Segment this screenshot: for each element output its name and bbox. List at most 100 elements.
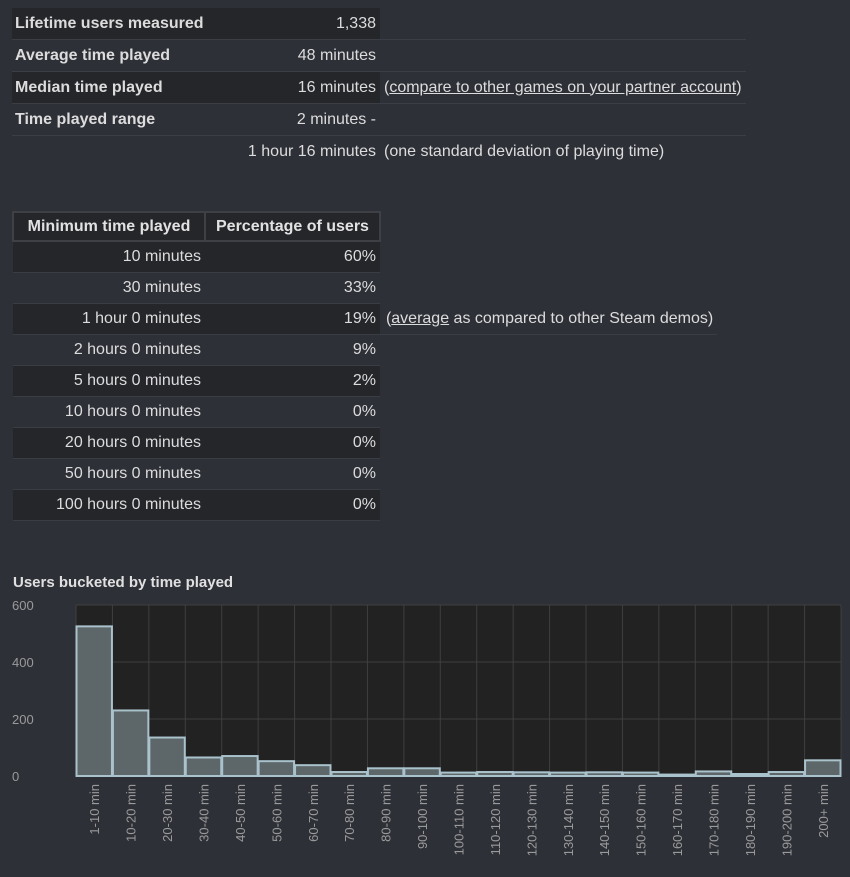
note-open: ( bbox=[384, 78, 390, 96]
percentage-cell: 0% bbox=[205, 458, 380, 490]
min-time-cell: 10 minutes bbox=[13, 241, 205, 273]
x-tick-label: 70-80 min bbox=[342, 784, 357, 842]
x-tick-label: 160-170 min bbox=[670, 784, 685, 856]
summary-label: Median time played bbox=[12, 71, 242, 104]
summary-value: 16 minutes bbox=[242, 71, 380, 104]
x-tick-label: 10-20 min bbox=[124, 784, 139, 842]
percentage-cell: 0% bbox=[205, 427, 380, 459]
x-tick-label: 130-140 min bbox=[561, 784, 576, 856]
bar-110-120-min bbox=[476, 771, 514, 777]
summary-label: Time played range bbox=[12, 103, 242, 136]
x-tick-label: 180-190 min bbox=[743, 784, 758, 856]
bar-60-70-min bbox=[294, 764, 332, 777]
bar-190-200-min bbox=[767, 771, 806, 777]
x-tick-label: 1-10 min bbox=[87, 784, 102, 835]
bar-20-30-min bbox=[148, 736, 186, 777]
table-row: 5 hours 0 minutes 2% bbox=[13, 365, 717, 397]
summary-row: Lifetime users measured 1,338 bbox=[12, 8, 746, 40]
percentage-cell: 33% bbox=[205, 272, 380, 304]
x-tick-label: 190-200 min bbox=[779, 784, 794, 856]
y-tick-label: 600 bbox=[12, 598, 34, 613]
percentage-cell: 19% bbox=[205, 303, 380, 335]
bar-100-110-min bbox=[439, 771, 478, 778]
table-row: 100 hours 0 minutes 0% bbox=[13, 489, 717, 521]
summary-row: Median time played 16 minutes (compare t… bbox=[12, 71, 746, 104]
percentage-cell: 0% bbox=[205, 489, 380, 521]
bar-150-160-min bbox=[621, 771, 660, 778]
summary-value: 48 minutes bbox=[242, 39, 380, 72]
table-row: 2 hours 0 minutes 9% bbox=[13, 334, 717, 366]
x-tick-label: 60-70 min bbox=[306, 784, 321, 842]
x-tick-label: 40-50 min bbox=[233, 784, 248, 842]
table-row: 1 hour 0 minutes 19% (average as compare… bbox=[13, 303, 718, 335]
y-tick-label: 400 bbox=[12, 655, 34, 670]
y-tick-label: 200 bbox=[12, 712, 34, 727]
summary-row: Average time played 48 minutes bbox=[12, 39, 746, 72]
bar-50-60-min bbox=[257, 760, 296, 777]
table-row: 10 hours 0 minutes 0% bbox=[13, 396, 717, 428]
summary-note bbox=[380, 39, 746, 72]
min-time-cell: 30 minutes bbox=[13, 272, 205, 304]
x-tick-label: 150-160 min bbox=[634, 784, 649, 856]
bar-180-190-min bbox=[731, 773, 769, 778]
bar-1-10-min bbox=[75, 625, 113, 777]
x-axis: 1-10 min 10-20 min 20-30 min 30-40 min 40-50… bbox=[87, 784, 831, 856]
table-row: 50 hours 0 minutes 0% bbox=[13, 458, 717, 490]
x-tick-label: 100-110 min bbox=[452, 784, 467, 855]
min-time-cell: 100 hours 0 minutes bbox=[13, 489, 205, 521]
summary-label: Average time played bbox=[12, 39, 242, 72]
compare-games-link[interactable]: compare to other games on your partner a… bbox=[389, 78, 737, 96]
x-tick-label: 140-150 min bbox=[597, 784, 612, 856]
bar-30-40-min bbox=[184, 756, 223, 778]
min-time-cell: 20 hours 0 minutes bbox=[13, 427, 205, 459]
note-close: ) bbox=[736, 78, 742, 96]
summary-value: 2 minutes - bbox=[242, 103, 380, 136]
percentage-cell: 60% bbox=[205, 241, 380, 273]
table-row: 10 minutes 60% bbox=[13, 241, 717, 273]
summary-label: Lifetime users measured bbox=[12, 8, 242, 40]
summary-row: 1 hour 16 minutes (one standard deviatio… bbox=[12, 136, 746, 168]
note-open: ( bbox=[385, 309, 392, 327]
bar-70-80-min bbox=[330, 771, 368, 777]
percentage-table: Minimum time played Percentage of users … bbox=[12, 211, 718, 521]
plot-area bbox=[76, 605, 841, 776]
percentage-cell: 0% bbox=[205, 396, 380, 428]
summary-label bbox=[12, 136, 242, 168]
chart-title: Users bucketed by time played bbox=[13, 574, 234, 591]
summary-note bbox=[380, 8, 746, 40]
summary-value: 1 hour 16 minutes bbox=[247, 142, 376, 160]
average-note: (average as compared to other Steam demo… bbox=[379, 303, 718, 335]
bar-90-100-min bbox=[403, 767, 441, 777]
bar-140-150-min bbox=[585, 771, 623, 777]
y-axis: 0 200 400 600 bbox=[12, 598, 34, 784]
x-tick-label: 110-120 min bbox=[488, 784, 503, 855]
bar-200-min bbox=[804, 759, 842, 777]
summary-note bbox=[380, 103, 746, 136]
bar-40-50-min bbox=[221, 755, 259, 778]
summary-value: 1,338 bbox=[242, 8, 380, 40]
table-header-row: Minimum time played Percentage of users bbox=[12, 211, 717, 242]
summary-table: Lifetime users measured 1,338 Average ti… bbox=[12, 8, 746, 167]
x-tick-label: 50-60 min bbox=[269, 784, 284, 842]
bar-160-170-min bbox=[658, 773, 696, 777]
x-tick-label: 170-180 min bbox=[707, 784, 722, 856]
summary-note: (compare to other games on your partner … bbox=[380, 71, 746, 104]
x-tick-label: 120-130 min bbox=[524, 784, 539, 856]
table-row: 20 hours 0 minutes 0% bbox=[13, 427, 717, 459]
min-time-cell: 10 hours 0 minutes bbox=[13, 396, 205, 428]
average-link[interactable]: average bbox=[391, 309, 450, 327]
min-time-cell: 50 hours 0 minutes bbox=[13, 458, 205, 490]
y-tick-label: 0 bbox=[12, 769, 19, 784]
bar-170-180-min bbox=[694, 770, 733, 778]
bar-130-140-min bbox=[549, 771, 587, 778]
summary-row: Time played range 2 minutes - bbox=[12, 103, 746, 136]
table-row: 30 minutes 33% bbox=[13, 272, 717, 304]
x-tick-label: 90-100 min bbox=[415, 784, 430, 849]
histogram-chart: 0 200 400 600 1-10 min 10-20 min 20-30 min 30-… bbox=[12, 598, 842, 856]
min-time-cell: 2 hours 0 minutes bbox=[13, 334, 205, 366]
bars bbox=[75, 625, 842, 778]
min-time-cell: 1 hour 0 minutes bbox=[13, 303, 205, 335]
x-tick-label: 20-30 min bbox=[160, 784, 175, 842]
column-header-percentage: Percentage of users bbox=[204, 211, 381, 242]
percentage-cell: 9% bbox=[205, 334, 380, 366]
